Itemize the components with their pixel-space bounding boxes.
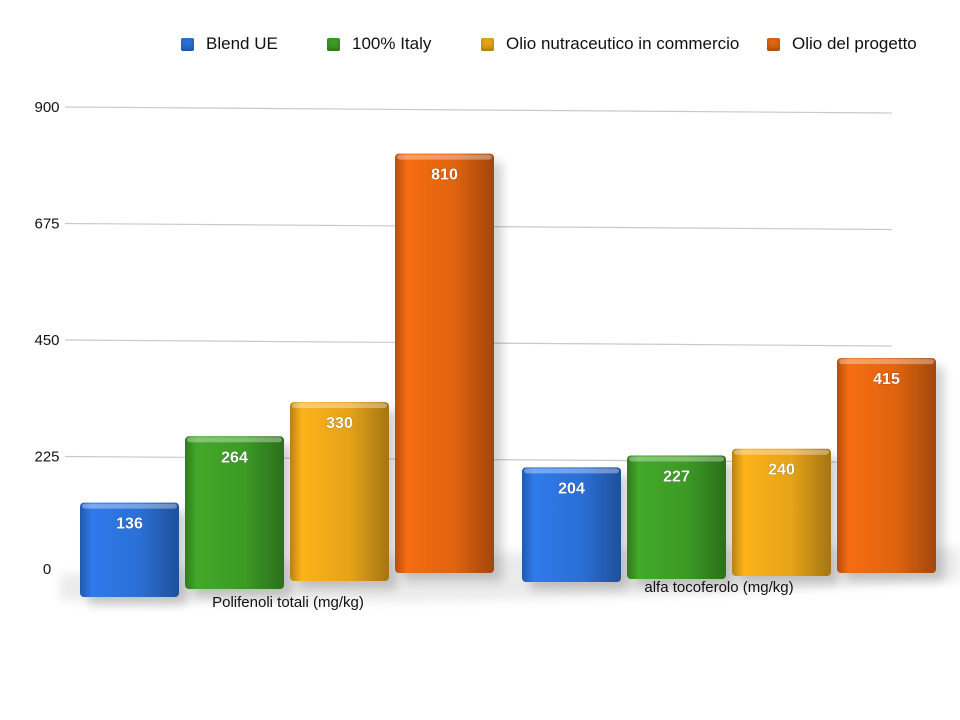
legend-swatch-100-italy [327,37,340,51]
y-tick-label-450: 450 [34,332,59,349]
legend-label-olio-progetto: Olio del progetto [792,34,917,53]
data-label-olio-del-progetto-1: 415 [873,371,900,388]
gridline-900 [64,106,893,114]
data-label-blend-ue-0: 136 [116,516,143,533]
x-category-label-1: alfa tocoferolo (mg/kg) [644,579,793,596]
legend-label-100-italy: 100% Italy [352,34,432,53]
data-label-100-italy-1: 227 [663,468,690,485]
bar-olio-nutraceutico-in-commercio-polifenoli [290,402,397,589]
data-label-olio-nutraceutico-in-commercio-1: 240 [768,462,795,479]
data-label-olio-del-progetto-0: 810 [431,167,458,184]
chart-legend: Blend UE 100% Italy Olio nutraceutico in… [0,34,960,56]
bar-olio-del-progetto-alfa-tocoferolo [837,358,944,581]
x-axis: Polifenoli totali (mg/kg) alfa tocoferolo… [212,579,793,611]
legend-item-olio-nutraceutico: Olio nutraceutico in commercio [481,34,739,54]
bar-olio-nutraceutico-in-commercio-alfa-tocoferolo [732,448,839,584]
data-label-100-italy-0: 264 [221,449,248,466]
y-tick-label-225: 225 [34,449,59,466]
y-tick-label-0: 0 [43,561,51,578]
legend-swatch-blend-ue [181,37,194,51]
legend-swatch-olio-nutraceutico [481,37,494,51]
bars: 136 264 330 810 204 227 240 415 [80,153,944,605]
bar-100-italy-alfa-tocoferolo [627,455,734,587]
y-axis: 0 225 450 675 900 [34,99,59,578]
legend-item-100-italy: 100% Italy [327,34,431,54]
legend-label-blend-ue: Blend UE [206,34,278,53]
bar-olio-del-progetto-polifenoli [395,153,502,581]
data-label-olio-nutraceutico-in-commercio-0: 330 [326,415,353,432]
bar-blend-ue-alfa-tocoferolo [522,467,629,590]
x-category-label-0: Polifenoli totali (mg/kg) [212,594,364,611]
legend-item-olio-progetto: Olio del progetto [767,34,917,54]
y-tick-label-900: 900 [34,99,59,116]
bar-100-italy-polifenoli [185,436,292,597]
legend-swatch-olio-progetto [767,37,780,51]
data-label-blend-ue-1: 204 [558,480,585,497]
bar-blend-ue-polifenoli [80,502,187,605]
y-tick-label-675: 675 [34,216,59,233]
legend-item-blend-ue: Blend UE [181,34,278,54]
legend-label-olio-nutraceutico: Olio nutraceutico in commercio [506,34,740,53]
